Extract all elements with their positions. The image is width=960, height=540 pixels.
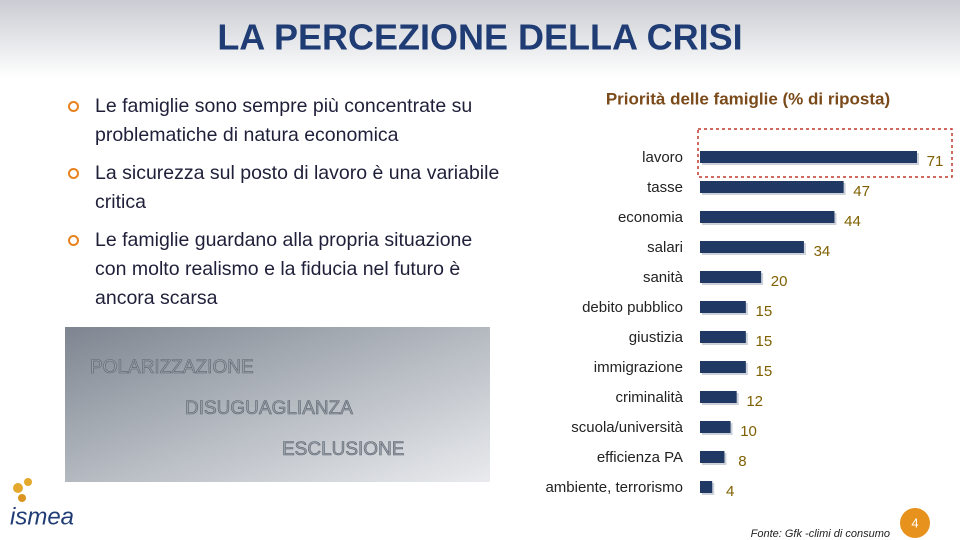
value-label: 44	[844, 213, 861, 230]
value-label: 71	[927, 153, 944, 170]
crowd-photo	[65, 327, 490, 482]
bar	[700, 241, 804, 253]
photo-label: DISUGUAGLIANZA	[185, 398, 353, 419]
photo-label: POLARIZZAZIONE	[90, 357, 254, 378]
bar	[700, 331, 746, 343]
value-label: 20	[771, 273, 788, 290]
bar	[700, 151, 917, 163]
bullet: Le famiglie guardano alla propria situaz…	[68, 226, 508, 313]
slide-title: LA PERCEZIONE DELLA CRISI	[217, 17, 742, 58]
bar	[700, 421, 731, 433]
category-label: lavoro	[642, 149, 683, 166]
bar	[700, 361, 746, 373]
bullet: La sicurezza sul posto di lavoro è una v…	[68, 159, 508, 217]
source: Fonte: Gfk -climi di consumo	[751, 528, 890, 540]
category-label: scuola/università	[571, 419, 683, 436]
value-label: 15	[756, 363, 773, 380]
header-band	[0, 0, 960, 78]
category-label: criminalità	[615, 389, 683, 406]
highlight-box	[697, 128, 953, 178]
category-label: sanità	[643, 269, 684, 286]
value-label: 47	[853, 183, 870, 200]
bullet: Le famiglie sono sempre più concentrate …	[68, 92, 508, 150]
chart-title: Priorità delle famiglie (% di riposta)	[606, 89, 890, 108]
bar	[700, 211, 835, 223]
logo-mark	[13, 478, 32, 502]
logo: ismea	[10, 503, 74, 530]
bullet-list: Le famiglie sono sempre più concentrate …	[68, 92, 508, 322]
category-label: debito pubblico	[582, 299, 683, 316]
category-label: economia	[618, 209, 684, 226]
page-number: 4	[911, 515, 918, 530]
category-label: immigrazione	[594, 359, 683, 376]
bar	[700, 451, 725, 463]
category-label: ambiente, terrorismo	[545, 479, 683, 496]
value-label: 12	[746, 393, 763, 410]
value-label: 8	[738, 453, 746, 470]
bar	[700, 391, 737, 403]
value-label: 10	[740, 423, 757, 440]
page-badge	[900, 508, 930, 538]
bar	[700, 271, 762, 283]
photo-label: ESCLUSIONE	[282, 439, 404, 460]
bar	[700, 481, 713, 493]
value-label: 4	[726, 483, 734, 500]
bar	[700, 181, 844, 193]
category-label: tasse	[647, 179, 683, 196]
category-label: efficienza PA	[597, 449, 683, 466]
category-label: giustizia	[629, 329, 684, 346]
value-label: 15	[756, 333, 773, 350]
value-label: 15	[756, 303, 773, 320]
value-label: 34	[814, 243, 831, 260]
category-label: salari	[647, 239, 683, 256]
bar	[700, 301, 746, 313]
